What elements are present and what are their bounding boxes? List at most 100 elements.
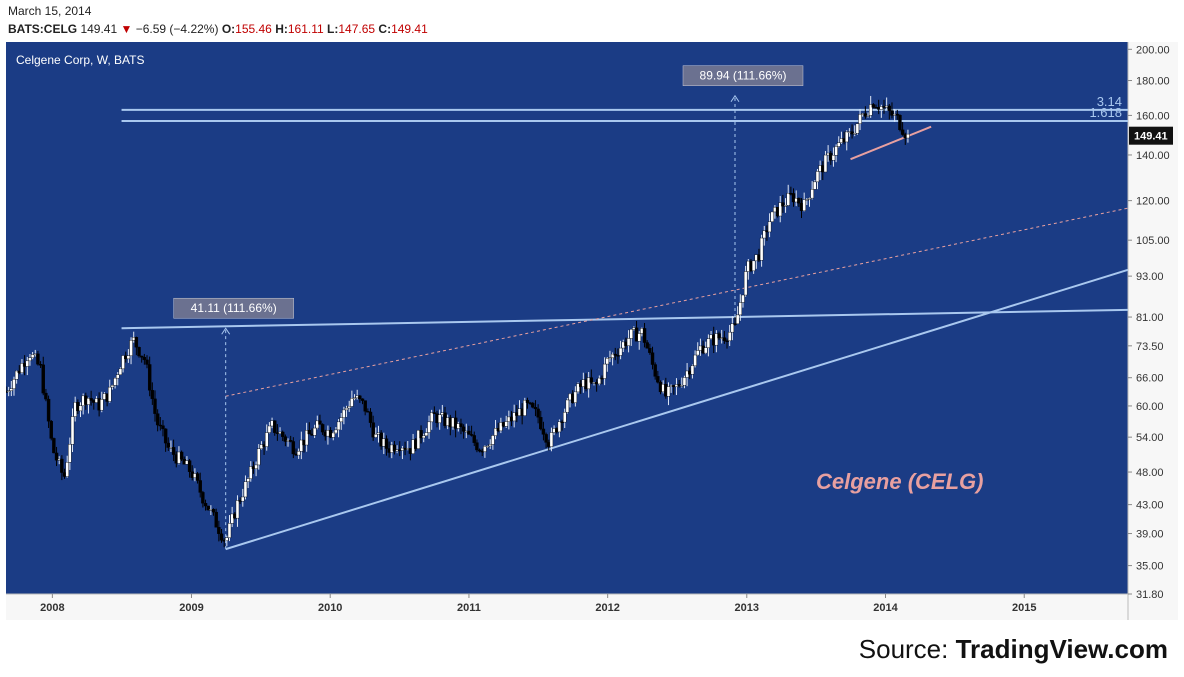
candle-body — [422, 435, 426, 439]
last-price-label: 149.41 — [1134, 131, 1168, 143]
horizontal-level-label: 3.14 — [1097, 94, 1122, 109]
x-tick-label: 2010 — [318, 602, 342, 614]
candle-body — [557, 421, 562, 433]
candle-body — [626, 338, 631, 346]
candle-body — [767, 221, 772, 233]
candle-body — [682, 377, 687, 386]
close-value: 149.41 — [391, 22, 428, 36]
candle-body — [235, 500, 240, 519]
candle-body — [791, 193, 796, 203]
candle-body — [225, 537, 229, 541]
candle-body — [704, 347, 708, 354]
candle-body — [648, 347, 652, 353]
candle-body — [437, 414, 442, 424]
candle-body — [797, 197, 801, 204]
price-chart[interactable]: 200.00 180.00 160.00 140.00 120.00 105.00 93.0… — [4, 42, 1178, 620]
candle-body — [855, 123, 860, 134]
candle-body — [786, 192, 790, 206]
candle-body — [320, 424, 325, 433]
candle-body — [416, 430, 421, 449]
candle-body — [384, 438, 389, 449]
candle-body — [810, 189, 814, 199]
candle-body — [171, 447, 176, 455]
candle-body — [100, 399, 104, 411]
candle-body — [243, 481, 248, 498]
candle-body — [725, 340, 729, 342]
candle-body — [137, 347, 141, 357]
candle-body — [831, 154, 836, 161]
candle-body — [650, 352, 655, 365]
candle-body — [60, 458, 64, 473]
candle-body — [352, 397, 357, 400]
candle-body — [586, 377, 591, 390]
y-tick-label: 35.00 — [1136, 561, 1164, 573]
candle-body — [461, 426, 466, 432]
measure-arrow-icon — [221, 327, 231, 335]
candle-body — [597, 377, 602, 385]
low-label: L: — [327, 22, 339, 36]
candle-body — [20, 363, 24, 373]
open-value: 155.46 — [235, 22, 272, 36]
candle-body — [203, 502, 208, 507]
candle-body — [44, 392, 48, 400]
candle-body — [573, 391, 578, 403]
candle-body — [427, 421, 431, 433]
candle-body — [147, 364, 152, 391]
source-site: TradingView.com — [955, 634, 1168, 664]
candle-body — [475, 442, 479, 451]
candle-body — [677, 384, 681, 386]
trend-line-channel — [225, 207, 1129, 397]
candle-body — [150, 390, 155, 400]
chart-container[interactable]: 200.00 180.00 160.00 140.00 120.00 105.00 93.0… — [4, 42, 1178, 620]
candle-body — [834, 146, 838, 156]
candle-body — [334, 429, 338, 434]
candle-body — [565, 399, 570, 413]
candle-body — [419, 430, 423, 439]
candle-body — [539, 417, 543, 430]
candle-body — [155, 413, 160, 426]
candle-body — [339, 417, 343, 423]
low-value: 147.65 — [338, 22, 376, 36]
candle-body — [491, 435, 495, 445]
trend-line-neckline — [850, 125, 932, 161]
candle-body — [230, 513, 234, 524]
candle-body — [680, 385, 684, 387]
candle-body — [291, 441, 296, 455]
candle-body — [336, 421, 341, 431]
candle-body — [68, 444, 72, 463]
candle-body — [6, 390, 11, 392]
last-price-tag — [1129, 126, 1173, 145]
candle-body — [134, 337, 139, 348]
y-tick-label: 48.00 — [1136, 467, 1164, 479]
y-tick-label: 160.00 — [1136, 110, 1170, 122]
y-tick-label: 39.00 — [1136, 529, 1164, 541]
candle-body — [108, 386, 112, 402]
candle-body — [488, 444, 492, 447]
candle-body — [778, 202, 782, 217]
candle-body — [179, 451, 184, 460]
candle-body — [871, 104, 876, 108]
candle-body — [163, 428, 168, 444]
candle-body — [858, 114, 862, 124]
candle-body — [374, 433, 378, 438]
candle-body — [429, 412, 434, 423]
candle-body — [618, 347, 623, 356]
candle-body — [637, 333, 641, 342]
y-tick-label: 140.00 — [1136, 150, 1170, 162]
candle-body — [246, 478, 250, 482]
candle-body — [153, 398, 157, 414]
trend-line-support — [225, 268, 1129, 551]
candle-body — [187, 460, 192, 472]
candle-body — [493, 428, 498, 436]
candle-body — [477, 449, 482, 452]
x-tick-label: 2014 — [873, 602, 898, 614]
candle-body — [331, 432, 335, 438]
candle-body — [823, 154, 828, 173]
candle-body — [890, 110, 894, 116]
candle-body — [469, 434, 474, 436]
candle-body — [161, 425, 165, 430]
candle-body — [432, 412, 437, 414]
candle-body — [198, 480, 202, 493]
candle-body — [805, 199, 809, 201]
candle-body — [541, 428, 546, 435]
